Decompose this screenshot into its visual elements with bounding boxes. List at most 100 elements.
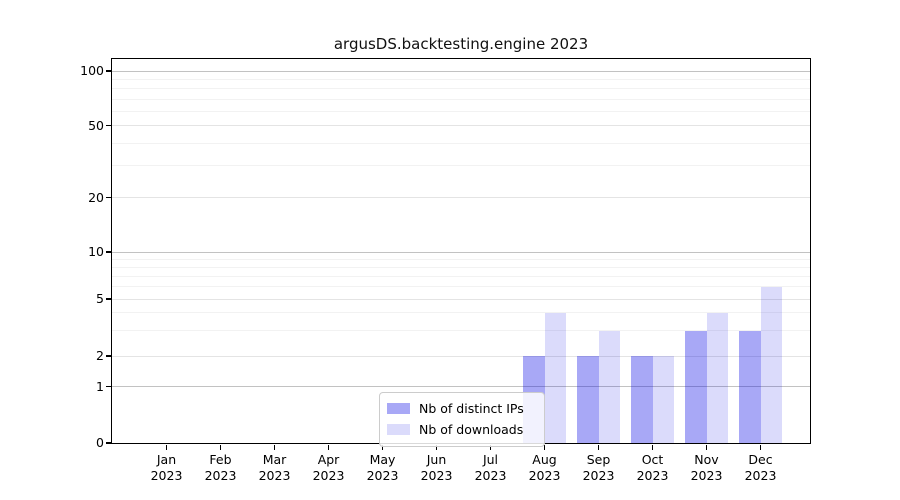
x-tick-month-jan: Jan	[156, 452, 177, 467]
x-tick-year-jul: 2023	[474, 468, 507, 483]
y-tick-mark-5	[106, 298, 111, 300]
gridline-major-y-10	[112, 251, 810, 253]
y-tick-label-2: 2	[96, 348, 104, 363]
y-tick-mark-50	[106, 124, 111, 127]
x-tick-mark-sep	[597, 444, 600, 450]
x-tick-mark-dec	[759, 444, 762, 450]
bar-distinct-ips-sep	[577, 356, 599, 443]
x-tick-label-jun: Jun 2023	[405, 452, 469, 484]
x-tick-month-oct: Oct	[641, 452, 664, 467]
y-tick-mark-0	[106, 442, 111, 444]
y-tick-label-100: 100	[80, 63, 104, 78]
y-tick-mark-10	[106, 251, 111, 253]
x-tick-label-jan: Jan 2023	[135, 452, 199, 484]
gridline-major-y-1	[112, 386, 810, 387]
legend-swatch-downloads	[387, 424, 410, 435]
y-tick-mark-20	[106, 196, 111, 199]
bar-downloads-nov	[706, 312, 728, 443]
x-tick-mark-jun	[435, 444, 438, 450]
y-tick-label-10: 10	[88, 244, 104, 259]
gridline-minor-y-30	[112, 165, 810, 167]
x-tick-month-aug: Aug	[532, 452, 557, 467]
x-tick-mark-aug	[543, 444, 546, 450]
bars-layer	[112, 59, 810, 443]
gridline-major-y-100	[112, 70, 810, 72]
x-tick-mark-feb	[219, 444, 222, 450]
gridlines-layer	[112, 59, 810, 443]
x-tick-label-nov: Nov 2023	[675, 452, 739, 484]
gridline-minor-y-7	[112, 275, 810, 277]
x-tick-month-sep: Sep	[586, 452, 611, 467]
y-tick-label-5: 5	[96, 291, 104, 306]
gridline-minor-y-80	[112, 88, 810, 90]
gridline-minor-y-70	[112, 98, 810, 100]
gridline-y-50	[112, 125, 810, 126]
y-tick-label-50: 50	[88, 117, 104, 133]
bar-downloads-dec	[760, 286, 782, 443]
x-tick-month-nov: Nov	[694, 452, 719, 467]
x-tick-mark-oct	[651, 444, 654, 450]
x-tick-month-jun: Jun	[426, 452, 447, 467]
x-tick-label-apr: Apr 2023	[297, 452, 361, 484]
legend-label-distinct-ips: Nb of distinct IPs	[419, 401, 524, 416]
x-tick-label-sep: Sep 2023	[567, 452, 631, 484]
bar-distinct-ips-nov	[685, 330, 707, 443]
x-tick-month-feb: Feb	[209, 452, 232, 467]
x-tick-month-may: May	[369, 452, 396, 467]
x-tick-label-may: May 2023	[351, 452, 415, 484]
chart-title: argusDS.backtesting.engine 2023	[333, 35, 589, 53]
gridline-y-2	[112, 355, 810, 357]
x-tick-label-aug: Aug 2023	[513, 452, 577, 484]
x-tick-year-mar: 2023	[258, 468, 291, 483]
x-tick-year-oct: 2023	[636, 468, 669, 483]
x-tick-label-dec: Dec 2023	[729, 452, 793, 484]
bar-downloads-sep	[598, 330, 620, 443]
x-tick-year-may: 2023	[366, 468, 399, 483]
gridline-y-5	[112, 298, 810, 300]
y-tick-label-0: 0	[96, 435, 104, 450]
bar-downloads-aug	[544, 312, 566, 443]
x-tick-year-nov: 2023	[690, 468, 723, 483]
y-tick-mark-2	[106, 355, 111, 357]
y-tick-mark-1	[106, 385, 111, 388]
legend: Nb of distinct IPs Nb of downloads	[379, 392, 545, 447]
x-tick-month-apr: Apr	[317, 452, 340, 467]
gridline-minor-y-4	[112, 312, 810, 314]
y-tick-mark-100	[106, 70, 111, 72]
x-tick-month-mar: Mar	[262, 452, 287, 467]
x-tick-mark-jan	[165, 444, 168, 450]
bar-downloads-oct	[652, 356, 674, 443]
x-tick-label-oct: Oct 2023	[621, 452, 685, 484]
legend-swatch-distinct-ips	[387, 403, 410, 414]
x-tick-year-apr: 2023	[312, 468, 345, 483]
x-tick-year-feb: 2023	[204, 468, 237, 483]
x-tick-label-mar: Mar 2023	[243, 452, 307, 484]
gridline-minor-y-60	[112, 110, 810, 112]
gridline-minor-y-40	[112, 142, 810, 144]
legend-item-downloads: Nb of downloads	[387, 419, 536, 440]
x-tick-label-feb: Feb 2023	[189, 452, 253, 484]
x-tick-mark-apr	[327, 444, 330, 450]
x-tick-mark-may	[381, 444, 384, 450]
x-tick-label-jul: Jul 2023	[459, 452, 523, 484]
bar-distinct-ips-oct	[631, 356, 653, 443]
x-tick-month-dec: Dec	[748, 452, 773, 467]
x-tick-year-dec: 2023	[744, 468, 777, 483]
y-tick-label-20: 20	[88, 189, 104, 205]
gridline-y-20	[112, 197, 810, 198]
gridline-minor-y-8	[112, 266, 810, 268]
x-tick-mark-nov	[705, 444, 708, 450]
y-tick-label-1: 1	[96, 378, 104, 394]
x-tick-year-aug: 2023	[528, 468, 561, 483]
gridline-minor-y-6	[112, 286, 810, 288]
bar-distinct-ips-dec	[739, 330, 761, 443]
gridline-minor-y-90	[112, 78, 810, 80]
x-tick-mark-jul	[489, 444, 492, 450]
gridline-minor-y-9	[112, 258, 810, 260]
legend-label-downloads: Nb of downloads	[419, 422, 524, 437]
plot-area: Nb of distinct IPs Nb of downloads	[111, 58, 811, 447]
legend-item-distinct-ips: Nb of distinct IPs	[387, 398, 536, 419]
x-tick-year-jan: 2023	[150, 468, 183, 483]
gridline-minor-y-3	[112, 330, 810, 332]
